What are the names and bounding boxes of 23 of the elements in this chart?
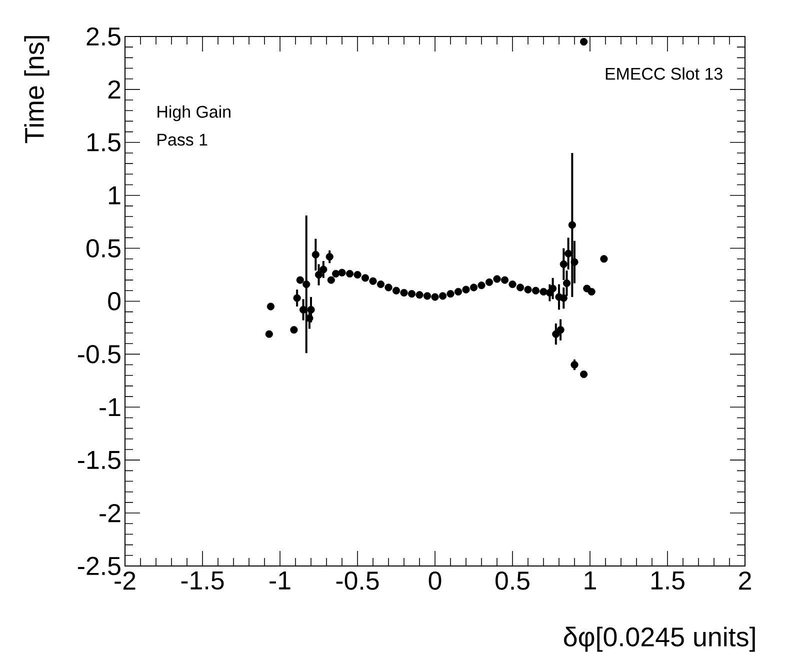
- x-tick-label: 1: [584, 572, 596, 590]
- y-tick-label: 0.5: [86, 239, 120, 258]
- x-axis-title: δφ[0.0245 units]: [564, 626, 755, 652]
- y-tick-label: 0: [108, 292, 120, 310]
- annotation: EMECC Slot 13: [606, 67, 722, 80]
- x-tick-label: 2: [739, 572, 751, 590]
- y-tick-label: 1.5: [87, 133, 120, 152]
- y-axis-title: Time [ns]: [24, 36, 50, 144]
- y-tick-label: -0.5: [78, 345, 120, 364]
- annotation: High Gain: [158, 105, 230, 122]
- x-tick-label: -0.5: [336, 572, 379, 590]
- y-tick-label: -1: [100, 398, 120, 416]
- x-tick-label: 0.5: [496, 572, 530, 590]
- x-tick-label: -1.5: [181, 572, 224, 590]
- y-tick-label: 1: [109, 186, 120, 204]
- annotation: Pass 1: [158, 134, 208, 146]
- x-tick-label: 0: [428, 572, 442, 590]
- x-tick-label: 1.5: [651, 572, 684, 590]
- y-tick-label: 2.5: [86, 27, 120, 46]
- x-tick-label: -1: [270, 572, 290, 590]
- y-tick-label: 2: [108, 80, 120, 98]
- y-tick-label: -2: [100, 504, 120, 522]
- y-tick-label: -1.5: [78, 451, 120, 470]
